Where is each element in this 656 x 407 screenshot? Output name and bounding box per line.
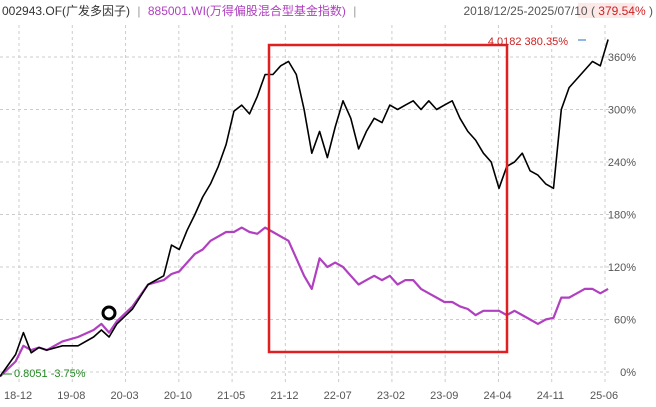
y-tick-label: 180%	[608, 210, 636, 222]
x-tick-label: 19-08	[57, 390, 85, 402]
range-return: 379.54%	[598, 4, 646, 18]
grid-lines	[0, 25, 612, 385]
y-tick-label: 120%	[608, 262, 636, 274]
marker-circle	[101, 305, 117, 321]
range-separator: )	[649, 4, 653, 18]
x-tick-label: 20-03	[111, 390, 139, 402]
fund-series-line	[0, 39, 609, 377]
fund-title: 002943.OF(广发多因子)	[2, 3, 130, 18]
end-value-label: 4.0182 380.35%	[488, 36, 568, 48]
x-tick-label: 24-11	[537, 390, 564, 402]
y-tick-label: 0%	[620, 367, 636, 379]
x-tick-label: 23-09	[430, 390, 458, 402]
range-return-bg	[578, 3, 635, 18]
x-tick-label: 20-10	[164, 390, 192, 402]
x-tick-label: 22-07	[324, 390, 352, 402]
y-tick-label: 360%	[608, 52, 636, 64]
date-range: 2018/12/25-2025/07/10	[463, 4, 587, 18]
start-value-label: 0.8051 -3.75%	[14, 368, 86, 380]
x-tick-label: 18-12	[4, 390, 32, 402]
y-axis-tick-labels: 0% 60% 120% 180% 240% 300% 360%	[608, 52, 636, 379]
x-tick-label: 24-04	[483, 390, 511, 402]
index-title: 885001.WI(万得偏股混合型基金指数)	[148, 3, 346, 18]
y-tick-label: 60%	[614, 315, 636, 327]
y-tick-label: 300%	[608, 105, 636, 117]
x-tick-label: 21-12	[270, 390, 298, 402]
svg-text:2018/12/25-2025/07/10 (: 2018/12/25-2025/07/10 ( 379.54% )	[463, 4, 653, 18]
x-tick-label: 25-06	[590, 390, 618, 402]
x-axis-tick-labels: 18-12 19-08 20-03 20-10 21-05 21-12 22-07 23-02…	[4, 390, 618, 402]
x-tick-label: 21-05	[217, 390, 245, 402]
series-lines	[0, 39, 609, 378]
svg-text:002943.OF(广发多因子) | 885: 002943.OF(广发多因子) | 885001.WI(万得偏股混合型基金指数…	[2, 3, 356, 18]
header-separator: |	[137, 4, 140, 18]
header-separator: |	[353, 4, 356, 18]
y-tick-label: 240%	[608, 157, 636, 169]
index-series-line	[0, 226, 609, 378]
highlight-box	[267, 43, 509, 354]
x-tick-label: 23-02	[377, 390, 405, 402]
range-separator: (	[591, 4, 595, 18]
